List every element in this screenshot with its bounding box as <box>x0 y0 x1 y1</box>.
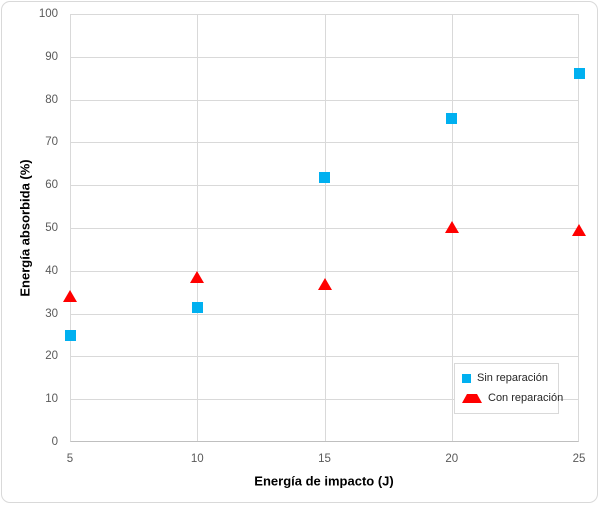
square-data-point-marker <box>64 329 76 341</box>
square-data-point-marker <box>191 301 203 313</box>
y-tick-label: 100 <box>38 8 58 20</box>
y-tick-label: 20 <box>45 350 58 363</box>
triangle-icon <box>462 394 482 404</box>
legend-item-label: Con reparación <box>488 392 564 405</box>
y-tick-label: 80 <box>45 93 58 106</box>
y-tick-label: 70 <box>45 136 58 149</box>
y-tick-label: 0 <box>51 436 58 448</box>
legend: Sin reparación Con reparación <box>454 363 563 414</box>
y-tick-label: 60 <box>45 179 58 192</box>
triangle-data-point-marker <box>444 221 459 234</box>
triangle-data-point-marker <box>317 277 332 290</box>
triangle-data-point-marker <box>572 223 586 236</box>
gridline <box>197 15 199 441</box>
legend-item: Sin reparación <box>462 372 558 385</box>
x-tick-label: 25 <box>572 453 586 465</box>
square-data-point-marker <box>573 68 585 80</box>
y-tick-label: 90 <box>45 50 58 63</box>
x-tick-label: 10 <box>190 453 204 465</box>
legend-item-label: Sin reparación <box>477 371 548 384</box>
y-tick-label: 10 <box>45 393 58 406</box>
x-tick-label: 15 <box>318 453 331 465</box>
square-data-point-marker <box>319 171 330 183</box>
y-tick-label: 40 <box>45 264 58 277</box>
x-tick-label: 5 <box>66 453 74 465</box>
square-icon <box>462 373 471 383</box>
triangle-data-point-marker <box>63 290 77 303</box>
x-tick-label: 20 <box>445 453 459 465</box>
square-data-point-marker <box>446 113 458 125</box>
x-axis-title: Energía de impacto (J) <box>254 473 394 489</box>
y-tick-label: 30 <box>45 307 58 320</box>
legend-item: Con reparación <box>462 392 563 405</box>
triangle-data-point-marker <box>190 271 205 284</box>
gridline <box>324 15 326 441</box>
y-tick-label: 50 <box>45 222 58 234</box>
